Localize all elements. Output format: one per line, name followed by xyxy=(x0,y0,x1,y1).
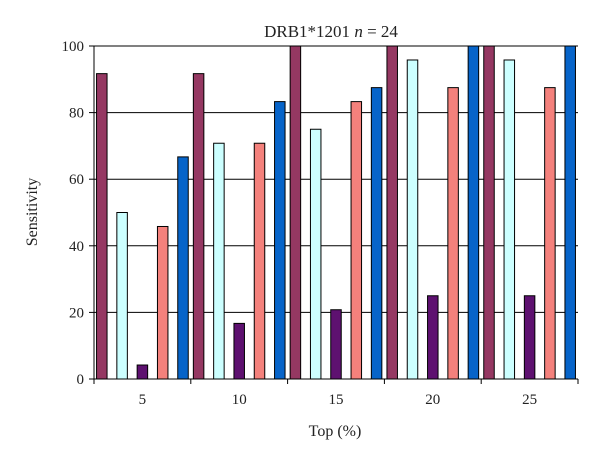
bar-top-5-series-3 xyxy=(136,364,149,380)
x-tick-label: 10 xyxy=(232,392,247,408)
bar-top-5-series-1 xyxy=(96,73,108,380)
x-tick-label: 15 xyxy=(329,392,344,408)
x-tick-label: 20 xyxy=(425,392,440,408)
y-tick-label: 60 xyxy=(69,172,84,188)
bar-top-15-series-4 xyxy=(350,101,363,380)
y-axis-label: Sensitivity xyxy=(24,178,41,246)
bar-top-10-series-5 xyxy=(274,101,286,380)
bar-top-20-series-5 xyxy=(467,45,480,380)
y-tick-label: 40 xyxy=(69,239,84,255)
bar-top-10-series-2 xyxy=(213,142,225,380)
chart-title-main: DRB1*1201 xyxy=(264,22,350,41)
bar-top-25-series-3 xyxy=(523,295,536,380)
chart-title-n-value: = 24 xyxy=(367,22,398,41)
bar-top-10-series-3 xyxy=(233,322,245,380)
bar-top-20-series-2 xyxy=(406,59,419,380)
bar-top-10-series-4 xyxy=(253,142,266,380)
y-tick-label: 100 xyxy=(62,39,85,55)
chart-title: DRB1*1201 n = 24 xyxy=(264,22,398,41)
y-tick-label: 0 xyxy=(77,372,85,388)
y-tick-label: 80 xyxy=(69,106,84,122)
y-tick-labels: 0 20 40 60 80 100 xyxy=(62,39,94,388)
bar-top-25-series-5 xyxy=(564,45,576,380)
axes xyxy=(93,46,578,380)
x-tick-labels: 5 10 15 20 25 xyxy=(93,379,579,408)
bar-top-15-series-3 xyxy=(330,309,342,380)
bar-top-20-series-1 xyxy=(386,45,398,380)
chart-title-n-symbol: n xyxy=(354,22,363,41)
bar-top-10-series-1 xyxy=(192,73,205,380)
bar-top-5-series-2 xyxy=(116,212,128,380)
gridlines xyxy=(94,45,578,313)
bars xyxy=(96,45,576,380)
bar-top-5-series-5 xyxy=(177,156,189,380)
bar-top-20-series-3 xyxy=(427,295,439,380)
x-tick-label: 25 xyxy=(522,392,537,408)
bar-top-25-series-2 xyxy=(503,59,516,380)
bar-top-25-series-1 xyxy=(483,45,495,380)
bar-top-20-series-4 xyxy=(447,87,459,380)
bar-top-15-series-2 xyxy=(309,128,322,380)
bar-top-25-series-4 xyxy=(544,87,556,380)
y-tick-label: 20 xyxy=(69,305,84,321)
x-axis-label: Top (%) xyxy=(309,423,362,440)
bar-top-5-series-4 xyxy=(156,225,169,380)
bar-top-15-series-1 xyxy=(289,45,302,380)
x-tick-label: 5 xyxy=(139,392,147,408)
bar-top-15-series-5 xyxy=(370,87,383,380)
